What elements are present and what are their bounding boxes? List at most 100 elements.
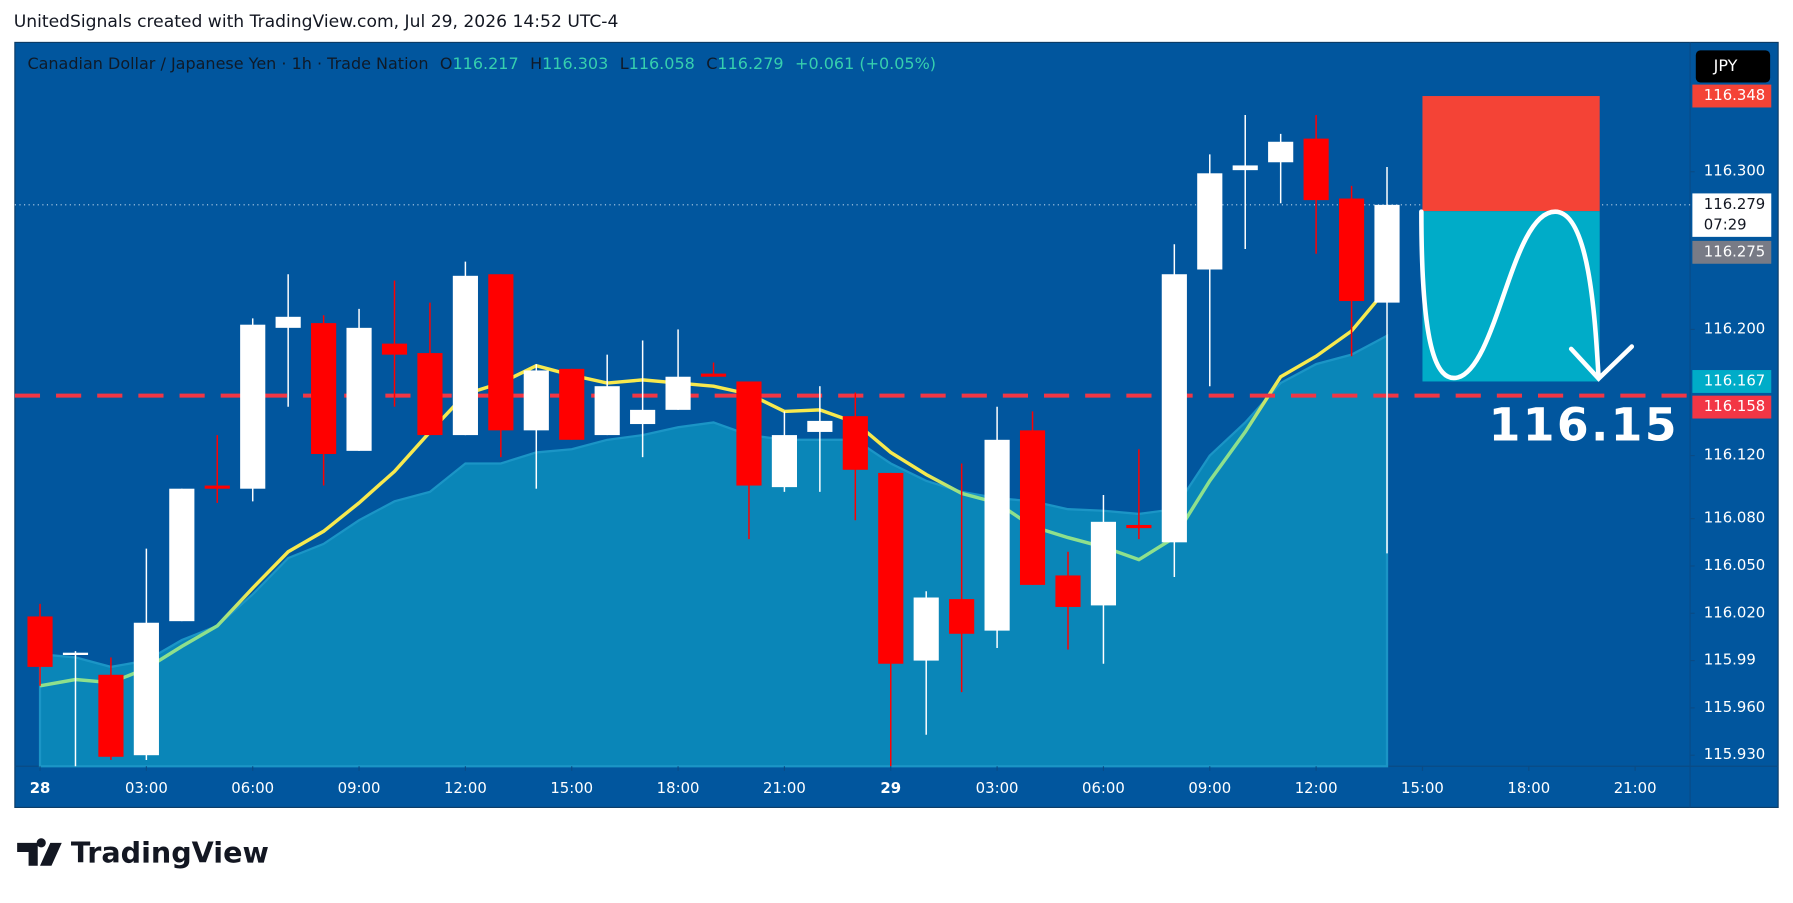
x-tick-label: 29: [880, 779, 901, 797]
y-tick-label: 115.930: [1704, 745, 1765, 763]
stop-tag: 116.348: [1704, 86, 1765, 104]
x-tick-label: 18:00: [1507, 779, 1550, 797]
current-tag-bg: [1692, 193, 1772, 237]
y-tick-label: 115.99: [1704, 651, 1756, 669]
target-tag-bg: [1692, 370, 1772, 393]
candle-body: [1161, 274, 1187, 543]
candle-body: [452, 275, 478, 436]
tradingview-logo: TradingView: [17, 835, 269, 869]
x-tick-label: 15:00: [550, 779, 593, 797]
entry-tag-bg: [1692, 240, 1772, 264]
plot: 116.15 116.300 116.200 116.120 116.080 116.05…: [14, 84, 1772, 797]
candle-body: [807, 420, 833, 432]
ohlc-value: 116.303: [542, 54, 608, 73]
candle-body: [62, 652, 89, 655]
ma-line: [39, 287, 1389, 688]
target-zone: [1422, 211, 1600, 382]
change: +0.061 (+0.05%): [795, 54, 936, 73]
ohlc-letter: L: [620, 54, 629, 73]
x-tick-label: 15:00: [1401, 779, 1444, 797]
stop-zone: [1422, 96, 1600, 212]
x-tick-label: 03:00: [976, 779, 1019, 797]
ma-area: [38, 333, 1389, 768]
x-tick-label: 06:00: [231, 779, 274, 797]
candle-body: [842, 416, 868, 470]
candle-body: [98, 674, 124, 757]
symbol-title: Canadian Dollar / Japanese Yen · 1h · Tr…: [27, 54, 428, 73]
candle-body: [27, 616, 53, 667]
candle-body: [1055, 575, 1081, 607]
candle-body: [1303, 138, 1329, 201]
logo-mark: [17, 838, 62, 866]
candle-body: [736, 381, 762, 486]
y-tick-label: 116.300: [1704, 162, 1765, 180]
x-tick-label: 09:00: [1188, 779, 1231, 797]
level-tag: 116.158: [1704, 397, 1765, 415]
candle-body: [1126, 524, 1152, 529]
ohlc-letter: C: [706, 54, 717, 73]
candle-body: [311, 323, 337, 455]
entry-tag: 116.275: [1704, 242, 1765, 260]
x-tick-label: 21:00: [763, 779, 806, 797]
ohlc-value: 116.217: [452, 54, 518, 73]
legend: Canadian Dollar / Japanese Yen · 1h · Tr…: [27, 54, 936, 73]
x-tick-label: 28: [30, 779, 51, 797]
candle-body: [1374, 204, 1400, 303]
x-tick-label: 21:00: [1614, 779, 1657, 797]
currency-label: JPY: [1713, 56, 1738, 75]
ohlc-value: 116.058: [629, 54, 695, 73]
candle-body: [417, 353, 443, 436]
candle-body: [700, 373, 727, 377]
y-tick-label: 116.020: [1704, 603, 1765, 621]
candle-body: [1090, 521, 1117, 606]
candle-body: [204, 485, 230, 489]
candle-body: [275, 316, 301, 328]
candle-body: [984, 439, 1010, 631]
candle-body: [771, 435, 797, 488]
candle-body: [381, 343, 408, 355]
brand: TradingView: [71, 835, 269, 869]
candle-body: [488, 274, 514, 431]
candle-body: [949, 599, 975, 634]
candle-body: [665, 376, 691, 410]
y-tick-label: 116.080: [1704, 509, 1765, 527]
candle-body: [1019, 430, 1046, 585]
annotation: 116.15: [1489, 398, 1679, 451]
candle-body: [523, 370, 549, 431]
candle-body: [1232, 165, 1258, 171]
x-tick-label: 09:00: [338, 779, 381, 797]
candle-body: [594, 386, 620, 436]
candle-body: [1338, 198, 1365, 302]
candle-body: [878, 472, 904, 664]
x-tick-label: 18:00: [657, 779, 700, 797]
countdown: 07:29: [1704, 215, 1747, 233]
y-tick-label: 115.960: [1704, 698, 1765, 716]
level-tag-bg: [1692, 395, 1772, 419]
candle-body: [1197, 173, 1223, 270]
x-tick-label: 12:00: [444, 779, 487, 797]
current-price-tag: 116.279: [1704, 195, 1765, 213]
forecast-curve: [1419, 209, 1635, 382]
candle-body: [133, 622, 159, 756]
target-tag: 116.167: [1704, 371, 1765, 389]
stop-tag-bg: [1692, 84, 1772, 108]
ohlc-letter: H: [530, 54, 542, 73]
candle-body: [630, 409, 656, 425]
ohlc-letter: O: [440, 54, 453, 73]
caption: UnitedSignals created with TradingView.c…: [14, 12, 619, 32]
candle-body: [559, 368, 585, 440]
ohlc-value: 116.279: [717, 54, 783, 73]
x-tick-label: 03:00: [125, 779, 168, 797]
candle-body: [1268, 141, 1294, 163]
candle-body: [913, 597, 939, 661]
candle-body: [346, 327, 372, 451]
currency-button[interactable]: [1695, 50, 1771, 83]
x-tick-label: 12:00: [1295, 779, 1338, 797]
candle-body: [169, 488, 195, 622]
candle-body: [240, 324, 266, 489]
y-tick-label: 116.120: [1704, 446, 1765, 464]
x-tick-label: 06:00: [1082, 779, 1125, 797]
y-tick-label: 116.050: [1704, 556, 1765, 574]
